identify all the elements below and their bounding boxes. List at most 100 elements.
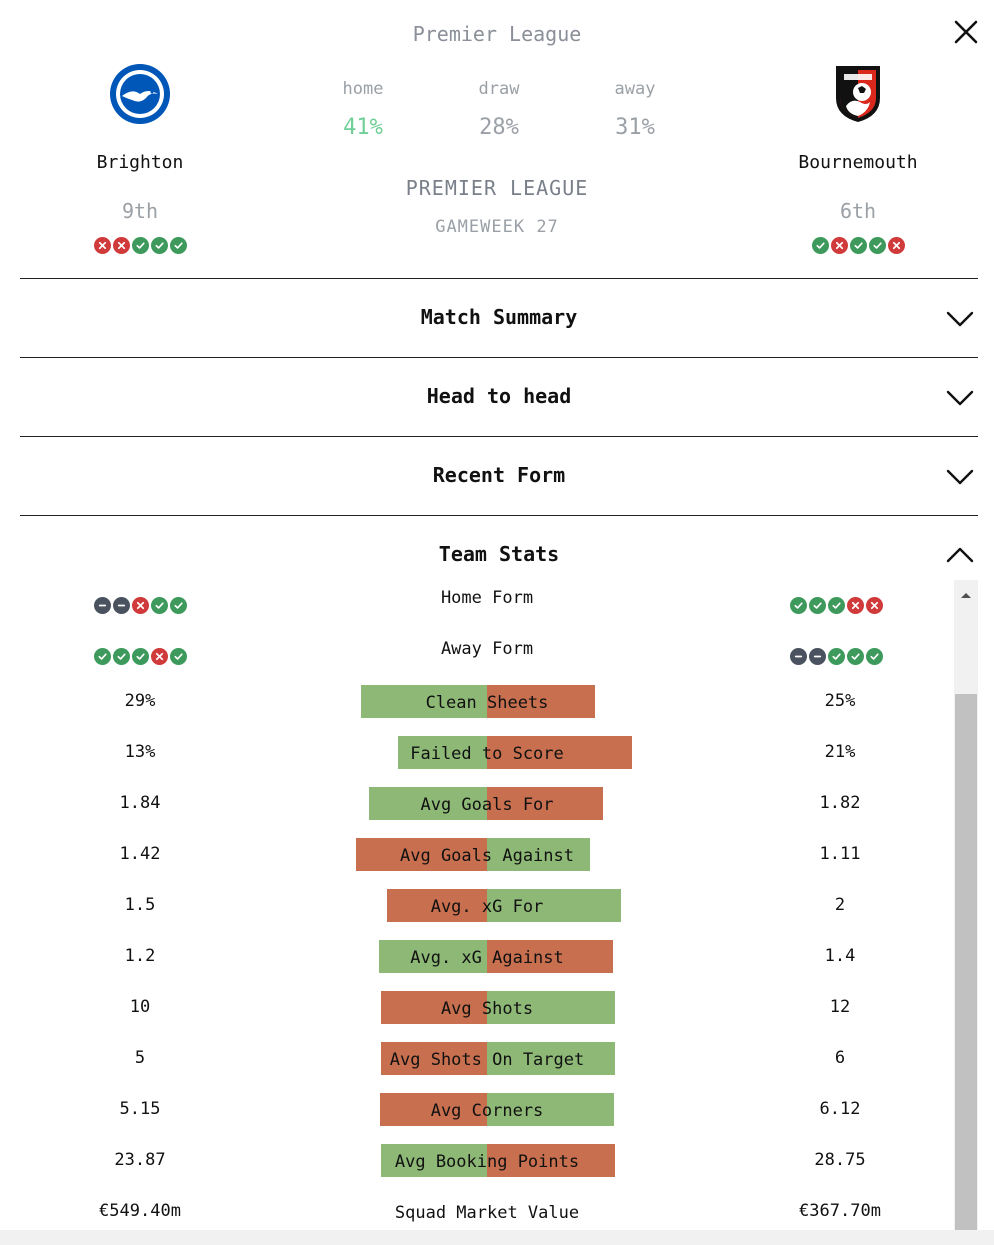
- cross-icon: [846, 597, 864, 614]
- home-stat-bar: [381, 991, 487, 1024]
- away-stat-bar: [487, 940, 613, 973]
- home-stat-value: 10: [129, 997, 151, 1017]
- home-stat-value: 5.15: [119, 1099, 161, 1119]
- minus-icon: [112, 597, 130, 614]
- close-button[interactable]: [950, 16, 982, 48]
- check-icon: [827, 648, 845, 665]
- check-icon: [808, 597, 826, 614]
- home-stat-value: 1.5: [124, 895, 156, 915]
- chevron-down-icon[interactable]: [944, 388, 976, 408]
- home-stat-bar: [380, 1093, 487, 1126]
- away-team-rank: 6th: [839, 199, 877, 223]
- team-stats-panel: Home Form Away Form 29% 25% Clean Sheets 13% 2…: [20, 580, 954, 1230]
- stat-label: Failed to Score: [410, 744, 564, 764]
- stat-row: 23.87 28.75 Avg Booking Points: [20, 1144, 954, 1178]
- home-stat-bar: [381, 1144, 487, 1177]
- stat-label: Away Form: [440, 639, 534, 659]
- check-icon: [131, 237, 149, 254]
- home-stat-bar: [356, 838, 487, 871]
- odds-draw-value: 28%: [479, 115, 519, 140]
- check-icon: [150, 237, 168, 254]
- stat-label: Avg Goals For: [420, 795, 554, 815]
- away-stat-bar: [487, 1144, 615, 1177]
- divider: [20, 515, 978, 516]
- gameweek: GAMEWEEK 27: [435, 217, 559, 237]
- check-icon: [811, 237, 829, 254]
- stat-row: 5 6 Avg Shots On Target: [20, 1042, 954, 1076]
- away-stat-value: 28.75: [814, 1150, 866, 1170]
- cross-icon: [830, 237, 848, 254]
- away-stat-value: 1.4: [824, 946, 856, 966]
- home-stat-value: 1.2: [124, 946, 156, 966]
- away-stat-bar: [487, 838, 590, 871]
- home-team: Brighton 9th: [20, 62, 260, 254]
- away-stat-bar: [487, 787, 603, 820]
- stat-label: Clean Sheets: [425, 693, 549, 713]
- away-stat-bar: [487, 889, 621, 922]
- cross-icon: [865, 597, 883, 614]
- odds-away-label: away: [614, 79, 656, 99]
- odds-draw: draw 28%: [444, 79, 554, 140]
- close-icon[interactable]: [950, 16, 982, 48]
- stat-row: €549.40m €367.70m Squad Market Value: [20, 1195, 954, 1229]
- away-stat-value: 1.11: [819, 844, 861, 864]
- check-icon: [131, 648, 149, 665]
- away-stat-bar: [487, 685, 595, 718]
- bournemouth-crest-icon: [826, 62, 890, 126]
- check-icon: [849, 237, 867, 254]
- home-stat-value: 5: [134, 1048, 146, 1068]
- home-stat-bar: [387, 889, 487, 922]
- odds-away: away 31%: [580, 79, 690, 140]
- stat-label: Avg. xG For: [430, 897, 544, 917]
- scroll-up-arrow-icon[interactable]: [954, 584, 978, 604]
- away-stat-value: 12: [829, 997, 851, 1017]
- away-stat-bar: [487, 1093, 614, 1126]
- section-team-stats[interactable]: Team Stats: [438, 542, 560, 566]
- chevron-up-icon[interactable]: [944, 545, 976, 565]
- section-head-to-head[interactable]: Head to head: [426, 384, 572, 408]
- chevron-down-icon[interactable]: [944, 309, 976, 329]
- stat-label: Avg Goals Against: [400, 846, 574, 866]
- away-stat-bar: [487, 991, 615, 1024]
- home-stat-value: €549.40m: [99, 1201, 181, 1221]
- check-icon: [846, 648, 864, 665]
- stat-label: Avg. xG Against: [410, 948, 564, 968]
- brighton-crest-icon: [108, 62, 172, 126]
- home-stat-value: 23.87: [114, 1150, 166, 1170]
- home-form-icons: [20, 648, 260, 665]
- home-stat-value: 29%: [124, 691, 156, 711]
- away-team: Bournemouth 6th: [738, 62, 978, 254]
- section-recent-form[interactable]: Recent Form: [432, 463, 566, 487]
- cross-icon: [131, 597, 149, 614]
- stat-row: 5.15 6.12 Avg Corners: [20, 1093, 954, 1127]
- divider: [20, 436, 978, 437]
- check-icon: [169, 597, 187, 614]
- stat-row: 29% 25% Clean Sheets: [20, 685, 954, 719]
- stat-row: 1.84 1.82 Avg Goals For: [20, 787, 954, 821]
- home-stat-value: 1.84: [119, 793, 161, 813]
- check-icon: [112, 648, 130, 665]
- cross-icon: [93, 237, 111, 254]
- divider: [20, 278, 978, 279]
- home-team-rank: 9th: [121, 199, 159, 223]
- check-icon: [827, 597, 845, 614]
- stat-row: 1.42 1.11 Avg Goals Against: [20, 838, 954, 872]
- home-team-name: Brighton: [96, 152, 184, 173]
- check-icon: [868, 237, 886, 254]
- home-stat-bar: [369, 787, 487, 820]
- odds-home-value: 41%: [343, 115, 383, 140]
- section-match-summary[interactable]: Match Summary: [420, 305, 578, 329]
- away-team-form: [738, 237, 978, 254]
- stat-label: Avg Booking Points: [394, 1152, 580, 1172]
- odds-home: home 41%: [308, 79, 418, 140]
- away-form-icons: [716, 597, 954, 614]
- stat-label: Avg Shots On Target: [389, 1050, 585, 1070]
- away-stat-bar: [487, 1042, 615, 1075]
- chevron-down-icon[interactable]: [944, 467, 976, 487]
- away-stat-value: 6: [834, 1048, 846, 1068]
- scrollbar-thumb[interactable]: [955, 694, 977, 1230]
- home-team-form: [20, 237, 260, 254]
- odds-draw-label: draw: [478, 79, 520, 99]
- home-stat-value: 13%: [124, 742, 156, 762]
- home-form-icons: [20, 597, 260, 614]
